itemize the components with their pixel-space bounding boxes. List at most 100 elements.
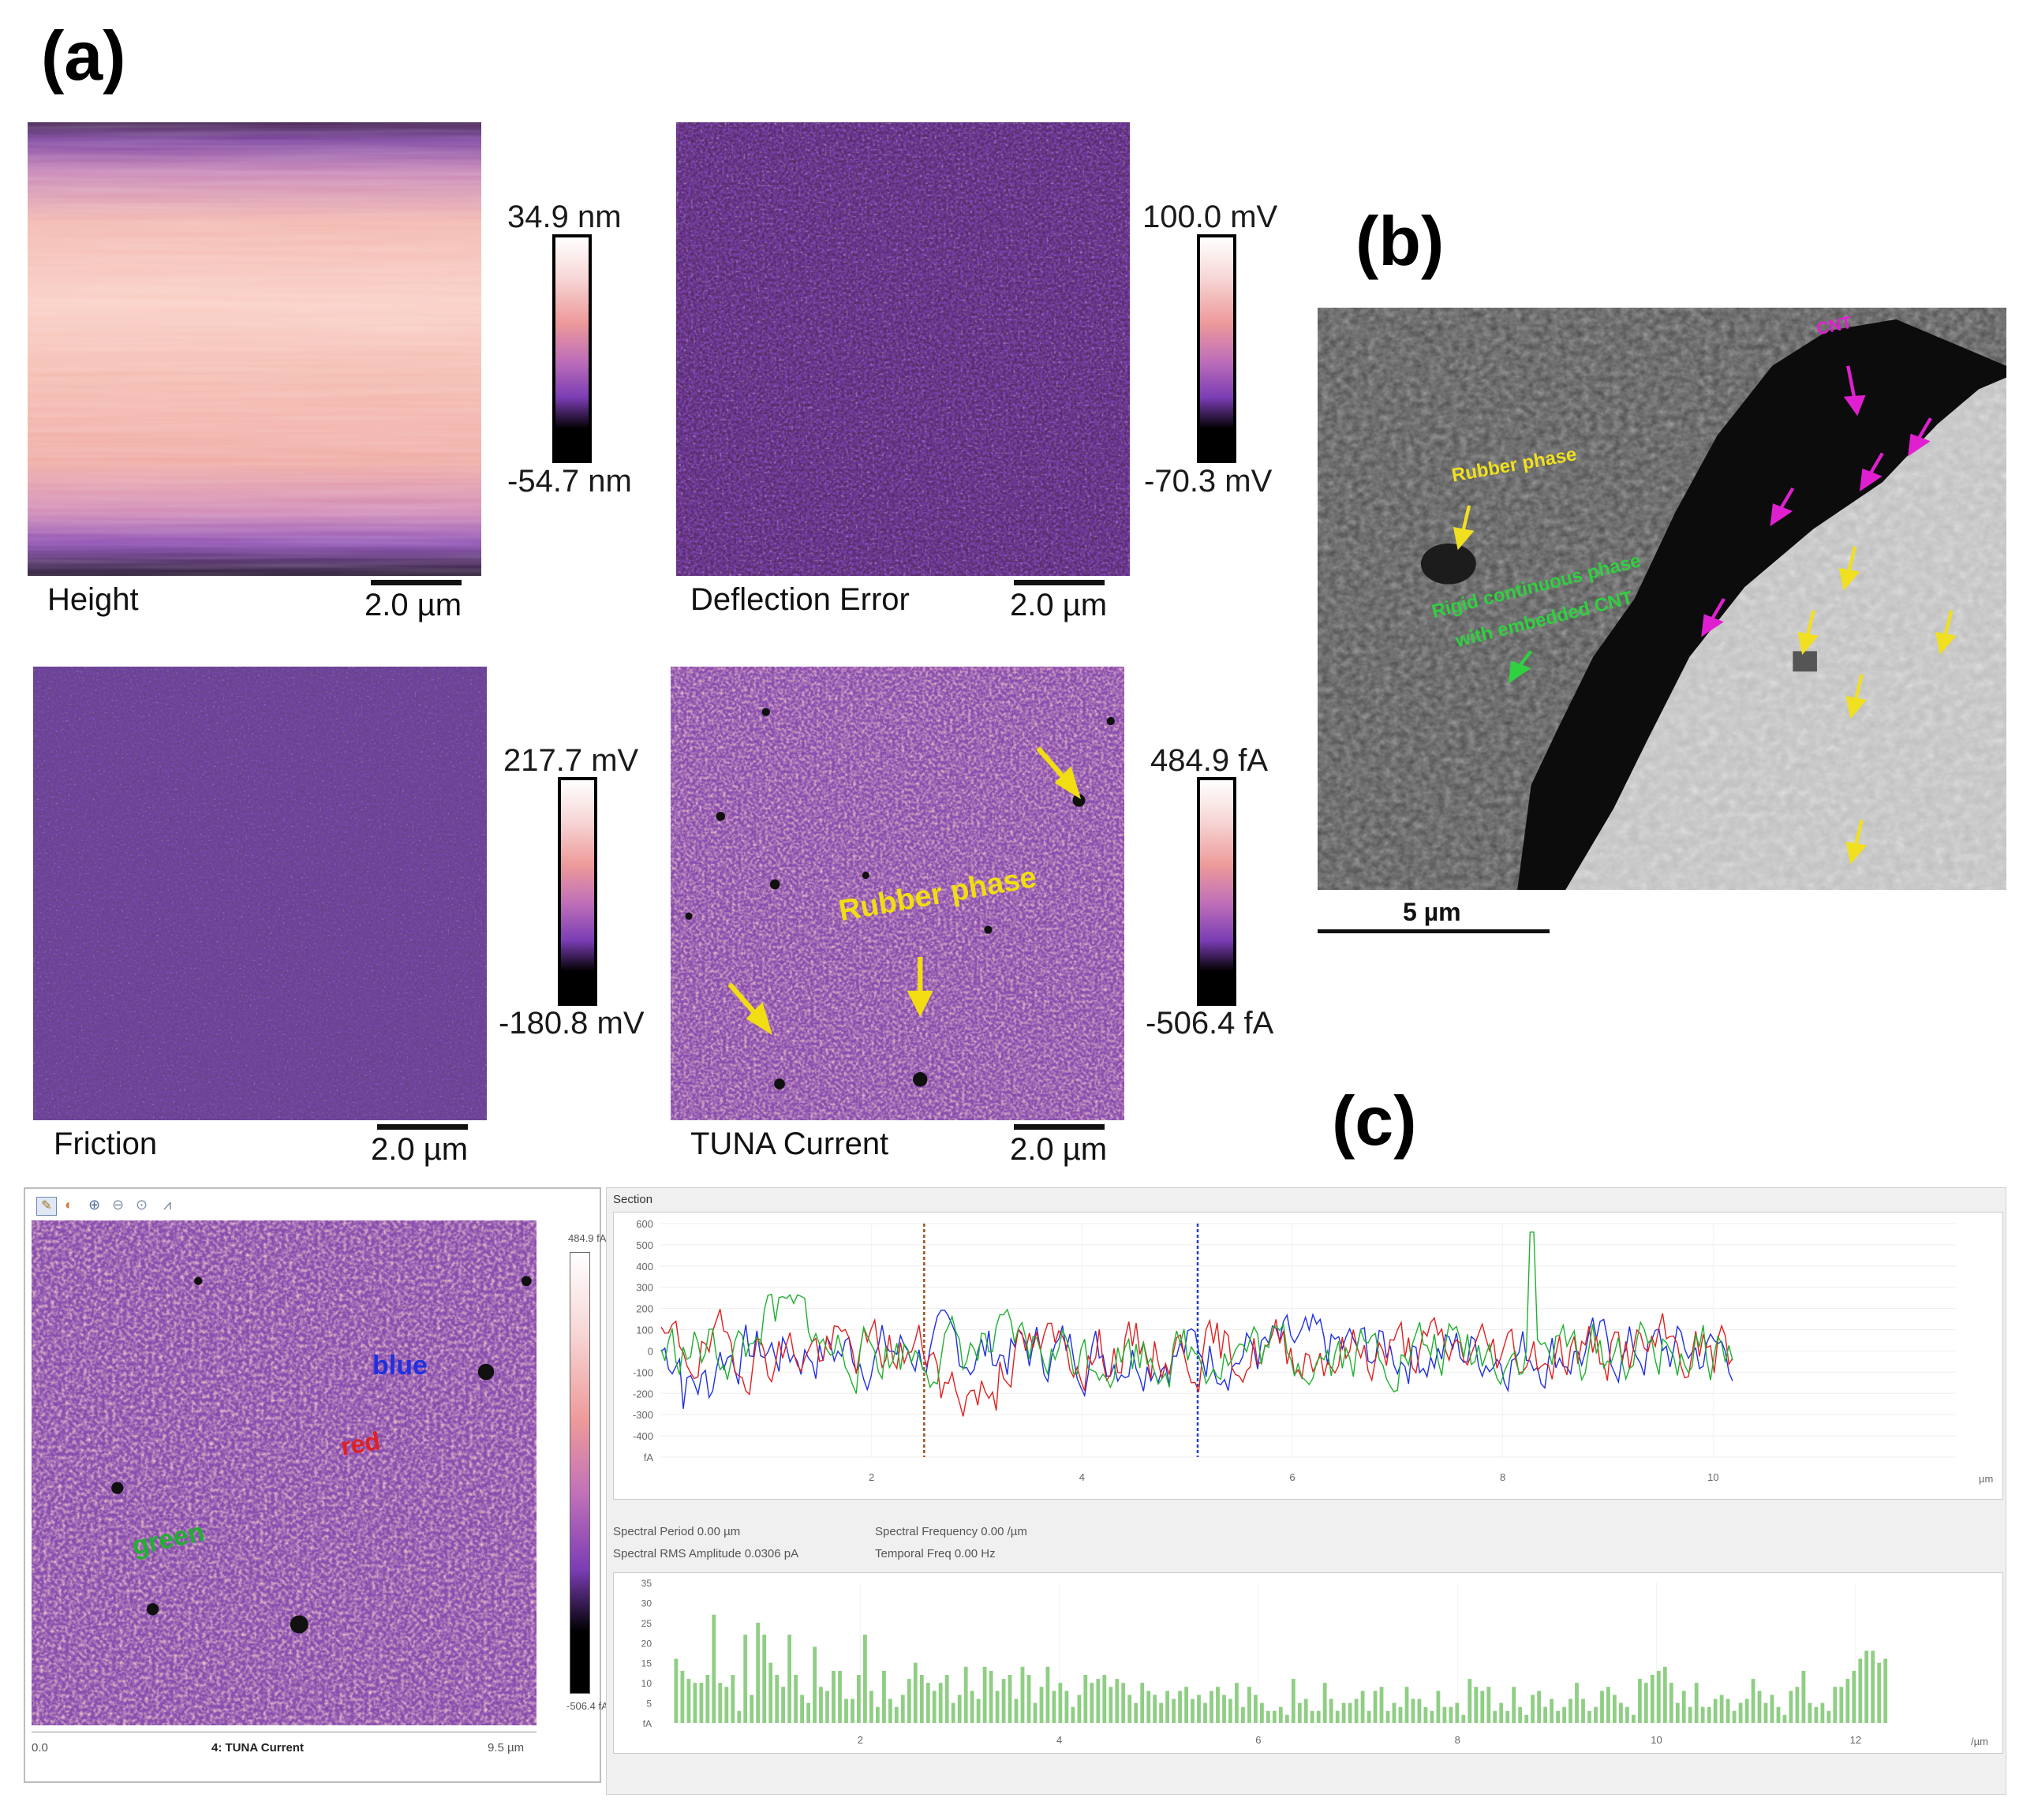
profile-icon[interactable]: ⩘ [163,1197,172,1213]
spectrum-bar [1770,1695,1774,1723]
profile-y-tick: 600 [636,1218,653,1230]
spectrum-bar [1669,1683,1673,1723]
spectrum-bar [869,1691,873,1723]
profile-y-tick: 500 [636,1239,653,1251]
spectrum-y-tick: 35 [641,1578,652,1589]
spectrum-bar [1864,1650,1869,1723]
spectrum-bar [1071,1706,1075,1723]
zoom-in-icon[interactable]: ⊕ [88,1197,101,1213]
spectrum-bar [957,1695,962,1723]
spectrum-bar [1329,1699,1333,1723]
profile-x-tick: 4 [1079,1471,1085,1483]
spectrum-bar [1385,1710,1390,1723]
spectrum-bar [1436,1691,1441,1723]
spectrum-bar [712,1614,716,1723]
spectrum-bar [1172,1699,1176,1723]
sem-image [1318,308,2006,890]
image-channel-title: 4: TUNA Current [211,1741,304,1755]
spectrum-bar [1575,1683,1579,1723]
spectrum-bar [1373,1691,1378,1723]
deflection-title: Deflection Error [690,582,910,617]
deflection-colorbar [1197,234,1236,463]
temporal-freq: Temporal Freq 0.00 Hz [875,1547,996,1560]
zoom-out-icon[interactable]: ⊖ [112,1197,125,1213]
spectrum-bar [995,1691,1000,1723]
spectrum-bar [1782,1714,1787,1723]
spectrum-bar [743,1635,748,1723]
spectrum-bar [1303,1699,1308,1723]
spectrum-bar [1115,1679,1120,1723]
profile-y-tick: 400 [636,1261,653,1273]
spectrum-bar [781,1687,785,1723]
spectrum-bar [794,1675,798,1723]
spectrum-bar [1562,1706,1566,1723]
spectrum-bar [756,1622,761,1723]
height-image [28,122,481,576]
spectrum-bar [1675,1702,1680,1723]
spectrum-x-unit: /µm [1971,1736,1988,1747]
profile-x-tick: 6 [1289,1471,1295,1483]
spectrum-bar [1266,1710,1270,1723]
spectrum-bar [1033,1702,1038,1723]
spectrum-bar [1461,1714,1466,1723]
spectrum-bar [1417,1699,1422,1723]
spectrum-bar [1026,1675,1031,1723]
height-max-label: 34.9 nm [507,200,622,234]
spectrum-x-tick: 8 [1455,1734,1460,1746]
zoom-reset-icon[interactable]: ⊙ [136,1197,148,1213]
profile-x-tick: 10 [1707,1471,1718,1483]
friction-min-label: -180.8 mV [499,1006,645,1041]
image-x-start: 0.0 [32,1741,48,1755]
spectrum-bar [1587,1710,1591,1723]
spectrum-bar [1751,1679,1755,1723]
height-title: Height [47,582,139,617]
spectrum-y-tick: 20 [641,1638,652,1649]
spectrum-bar [963,1666,968,1723]
profile-y-tick: -400 [633,1430,653,1442]
spectrum-bar [1694,1683,1699,1723]
spectrum-bar [1707,1706,1711,1723]
friction-colorbar [558,777,597,1006]
spectrum-bar [1656,1670,1661,1723]
spectrum-bar [1083,1675,1088,1723]
spectrum-bar [982,1666,987,1723]
spectrum-bar [1134,1702,1139,1723]
spectrum-bar [976,1699,981,1723]
spectrum-bar [1348,1702,1352,1723]
spectrum-bar [1165,1691,1169,1723]
spectrum-x-tick: 2 [858,1734,863,1746]
pencil-icon[interactable]: ✎ [36,1197,57,1216]
spectrum-bar [699,1683,704,1723]
spectrum-x-tick: 6 [1255,1734,1261,1746]
spectrum-bar [1392,1702,1397,1723]
spectrum-bar [1681,1691,1686,1723]
palette-icon[interactable]: ◐ [65,1197,73,1213]
software-tuna-image[interactable] [32,1220,537,1725]
spectrum-bar [1449,1706,1453,1723]
spectrum-bar [1726,1699,1730,1723]
spectrum-bar [1197,1695,1201,1723]
spectrum-bar [1688,1706,1692,1723]
spectrum-bar [1001,1679,1006,1723]
spectrum-bar [1184,1687,1188,1723]
spectrum-bar [1732,1710,1737,1723]
spectrum-bar [1159,1702,1163,1723]
spectrum-chart[interactable]: 35 30 25 20 15 10 5 fA 2 4 6 8 10 12/µm [613,1572,2003,1754]
spectrum-bar [1228,1699,1232,1723]
spectrum-bar [1039,1687,1044,1723]
friction-image [33,667,487,1120]
spectrum-bar [1430,1710,1434,1723]
spectrum-bar [800,1695,804,1723]
section-profile-chart[interactable]: 600 500 400 300 200 100 0 -100 -200 -300 -400 fA 2 4 6… [613,1212,2003,1500]
spectrum-bar [1871,1650,1875,1723]
spectrum-bar [1297,1702,1302,1723]
spectrum-bar [1619,1702,1623,1723]
spectrum-bar [1550,1699,1554,1723]
spectrum-bar [1738,1702,1743,1723]
spectrum-bar [1581,1699,1585,1723]
image-x-end: 9.5 µm [488,1741,525,1755]
height-scale-label: 2.0 µm [365,588,462,622]
spectrum-bar [1700,1706,1705,1723]
spectrum-bar [1109,1687,1113,1723]
spectrum-bar [882,1670,886,1723]
